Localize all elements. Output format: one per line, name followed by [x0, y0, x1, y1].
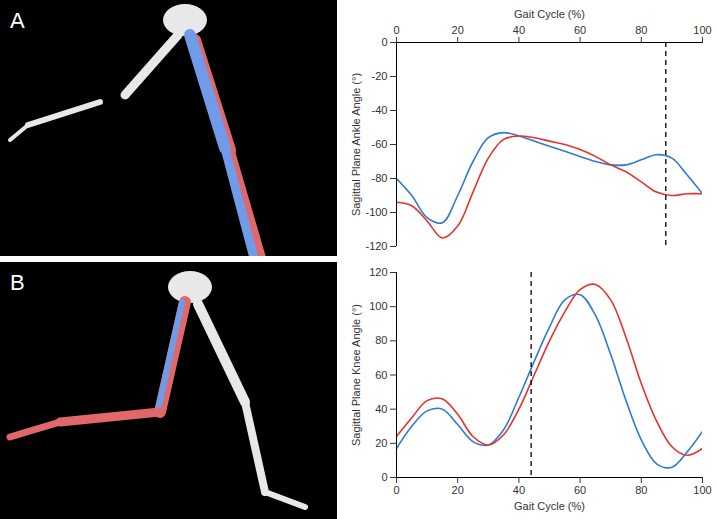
svg-text:60: 60 [375, 369, 387, 381]
svg-text:0: 0 [381, 471, 387, 483]
svg-text:60: 60 [574, 484, 586, 496]
svg-text:40: 40 [375, 403, 387, 415]
svg-text:Sagittal Plane Knee Angle (°): Sagittal Plane Knee Angle (°) [350, 304, 362, 446]
svg-text:40: 40 [513, 24, 525, 36]
svg-text:100: 100 [693, 24, 711, 36]
svg-text:20: 20 [452, 484, 464, 496]
svg-text:60: 60 [574, 24, 586, 36]
svg-text:-100: -100 [365, 206, 387, 218]
svg-text:-40: -40 [372, 104, 388, 116]
svg-text:120: 120 [369, 266, 387, 278]
svg-text:-80: -80 [372, 172, 388, 184]
svg-text:80: 80 [635, 24, 647, 36]
svg-text:80: 80 [375, 334, 387, 346]
svg-text:-60: -60 [372, 138, 388, 150]
svg-text:A: A [10, 8, 25, 33]
svg-text:80: 80 [635, 484, 647, 496]
svg-text:100: 100 [369, 300, 387, 312]
svg-text:Gait Cycle (%): Gait Cycle (%) [514, 500, 585, 512]
svg-text:Sagittal Plane Ankle Angle (°): Sagittal Plane Ankle Angle (°) [350, 73, 362, 216]
svg-text:0: 0 [381, 36, 387, 48]
svg-text:40: 40 [513, 484, 525, 496]
svg-text:B: B [10, 270, 25, 295]
svg-text:20: 20 [452, 24, 464, 36]
svg-text:20: 20 [375, 437, 387, 449]
svg-text:0: 0 [393, 484, 399, 496]
svg-text:-20: -20 [372, 70, 388, 82]
svg-text:100: 100 [693, 484, 711, 496]
svg-text:-120: -120 [365, 240, 387, 252]
svg-text:0: 0 [393, 24, 399, 36]
svg-text:Gait Cycle (%): Gait Cycle (%) [514, 8, 585, 20]
